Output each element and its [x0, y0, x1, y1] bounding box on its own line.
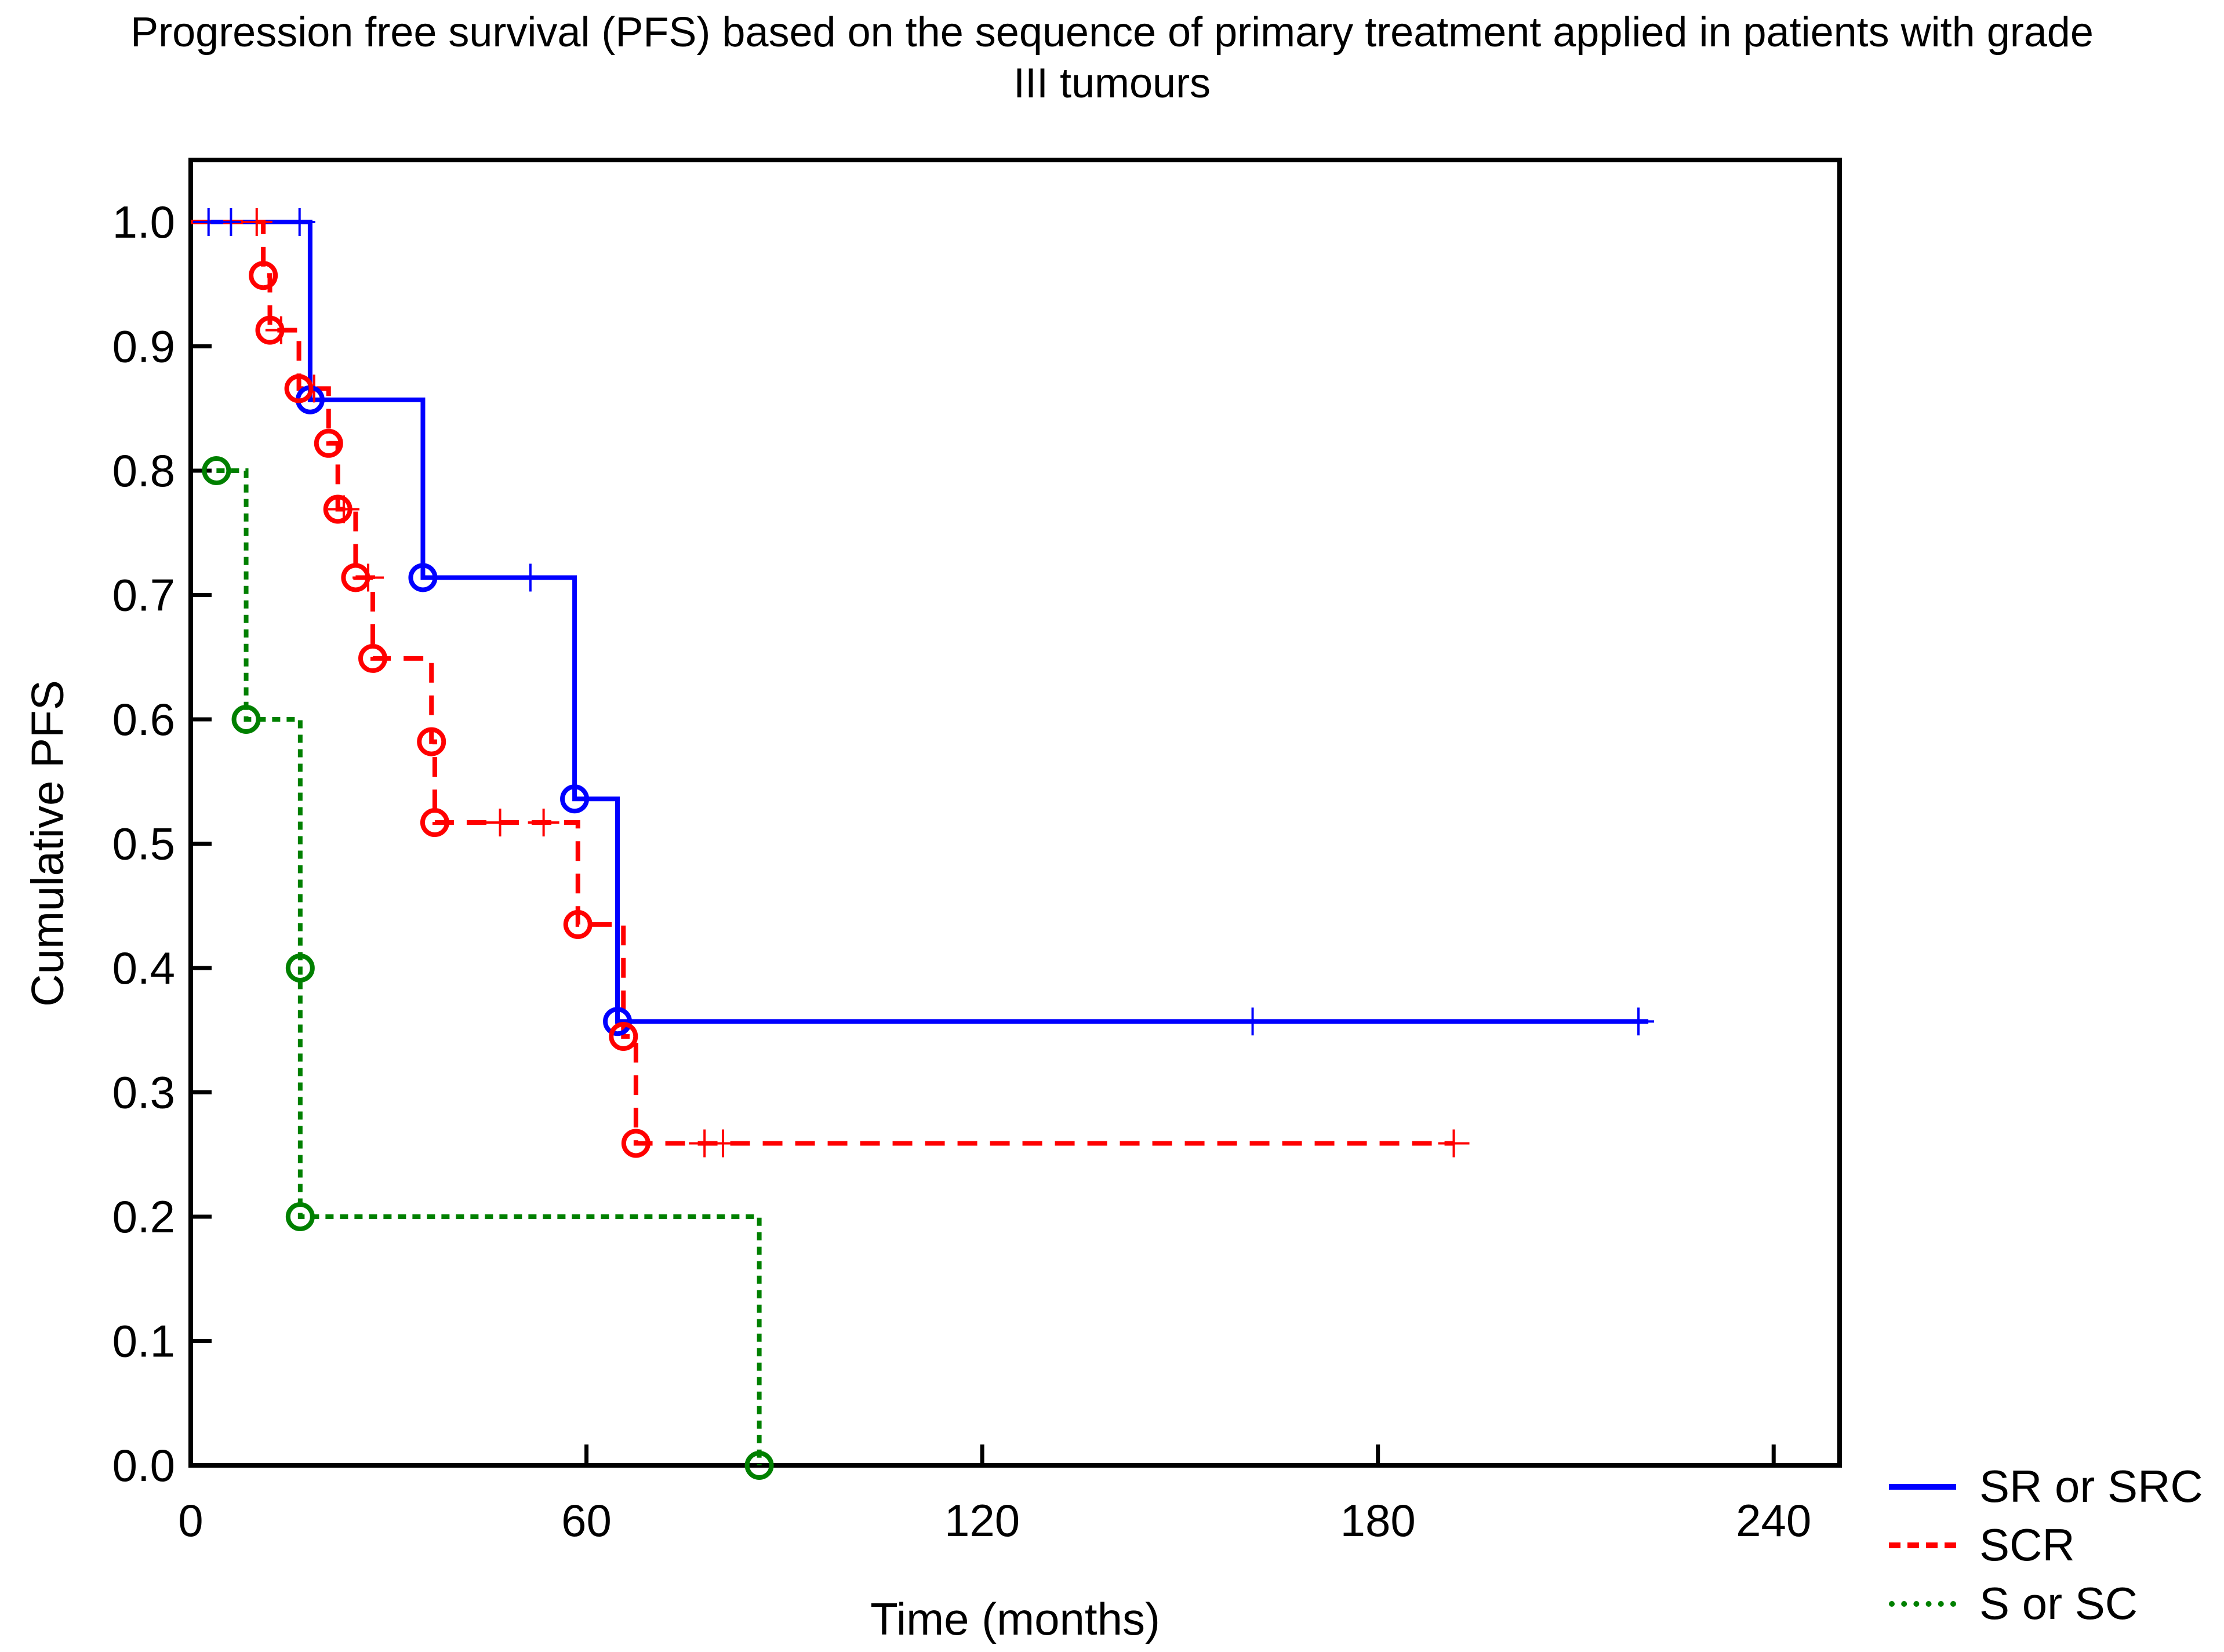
x-tick-label: 240	[1736, 1495, 1811, 1546]
x-tick-label: 180	[1340, 1495, 1416, 1546]
y-tick-label: 1.0	[112, 197, 175, 248]
event-marker	[249, 261, 278, 290]
x-tick-label: 120	[944, 1495, 1020, 1546]
legend: SR or SRC SCR S or SC	[1889, 1457, 2203, 1633]
series-line-scr	[191, 220, 1454, 1146]
y-tick-label: 0.7	[112, 570, 175, 621]
y-tick-label: 0.9	[112, 321, 175, 372]
y-tick-label: 0.3	[112, 1067, 175, 1118]
event-marker	[285, 954, 315, 983]
series-line-s-or-sc	[216, 468, 762, 1465]
y-tick-label: 0.4	[112, 943, 175, 994]
x-tick-label: 60	[561, 1495, 612, 1546]
series-line-sr-or-src	[191, 220, 1649, 1024]
legend-line-dotted-icon	[1889, 1600, 1956, 1607]
event-marker	[358, 643, 387, 673]
event-marker	[621, 1129, 651, 1158]
event-marker	[560, 784, 590, 814]
x-tick-label: 0	[178, 1495, 203, 1546]
y-tick-label: 0.0	[112, 1440, 175, 1491]
legend-line-solid-icon	[1889, 1483, 1956, 1490]
event-marker	[417, 727, 446, 756]
y-tick-label: 0.6	[112, 694, 175, 745]
event-marker	[603, 1007, 633, 1036]
event-marker	[284, 374, 314, 403]
event-marker	[341, 563, 370, 592]
plot-border	[188, 158, 1842, 1468]
event-marker	[408, 563, 438, 592]
y-tick-label: 0.5	[112, 818, 175, 869]
event-marker	[255, 315, 285, 345]
legend-item-sr-or-src: SR or SRC	[1889, 1457, 2203, 1516]
event-marker	[202, 456, 231, 485]
event-marker	[231, 705, 261, 734]
legend-item-scr: SCR	[1889, 1516, 2203, 1574]
event-marker	[563, 909, 593, 939]
y-tick-label: 0.2	[112, 1191, 175, 1242]
chart-title: Progression free survival (PFS) based on…	[0, 7, 2224, 109]
legend-label: SR or SRC	[1979, 1461, 2203, 1512]
legend-line-dashed-icon	[1889, 1542, 1956, 1548]
event-marker	[314, 428, 343, 458]
y-tick-label: 0.1	[112, 1316, 175, 1367]
x-axis-title: Time (months)	[870, 1593, 1160, 1644]
y-tick-label: 0.8	[112, 445, 175, 496]
chart-title-line1: Progression free survival (PFS) based on…	[130, 9, 2094, 56]
event-marker	[609, 1021, 638, 1051]
event-marker	[744, 1451, 774, 1480]
chart-title-line2: III tumours	[1013, 60, 1211, 107]
event-marker	[323, 494, 353, 524]
legend-label: SCR	[1979, 1519, 2075, 1570]
legend-item-s-or-sc: S or SC	[1889, 1574, 2203, 1633]
event-marker	[285, 1202, 315, 1231]
event-marker	[420, 808, 449, 838]
legend-label: S or SC	[1979, 1578, 2138, 1629]
